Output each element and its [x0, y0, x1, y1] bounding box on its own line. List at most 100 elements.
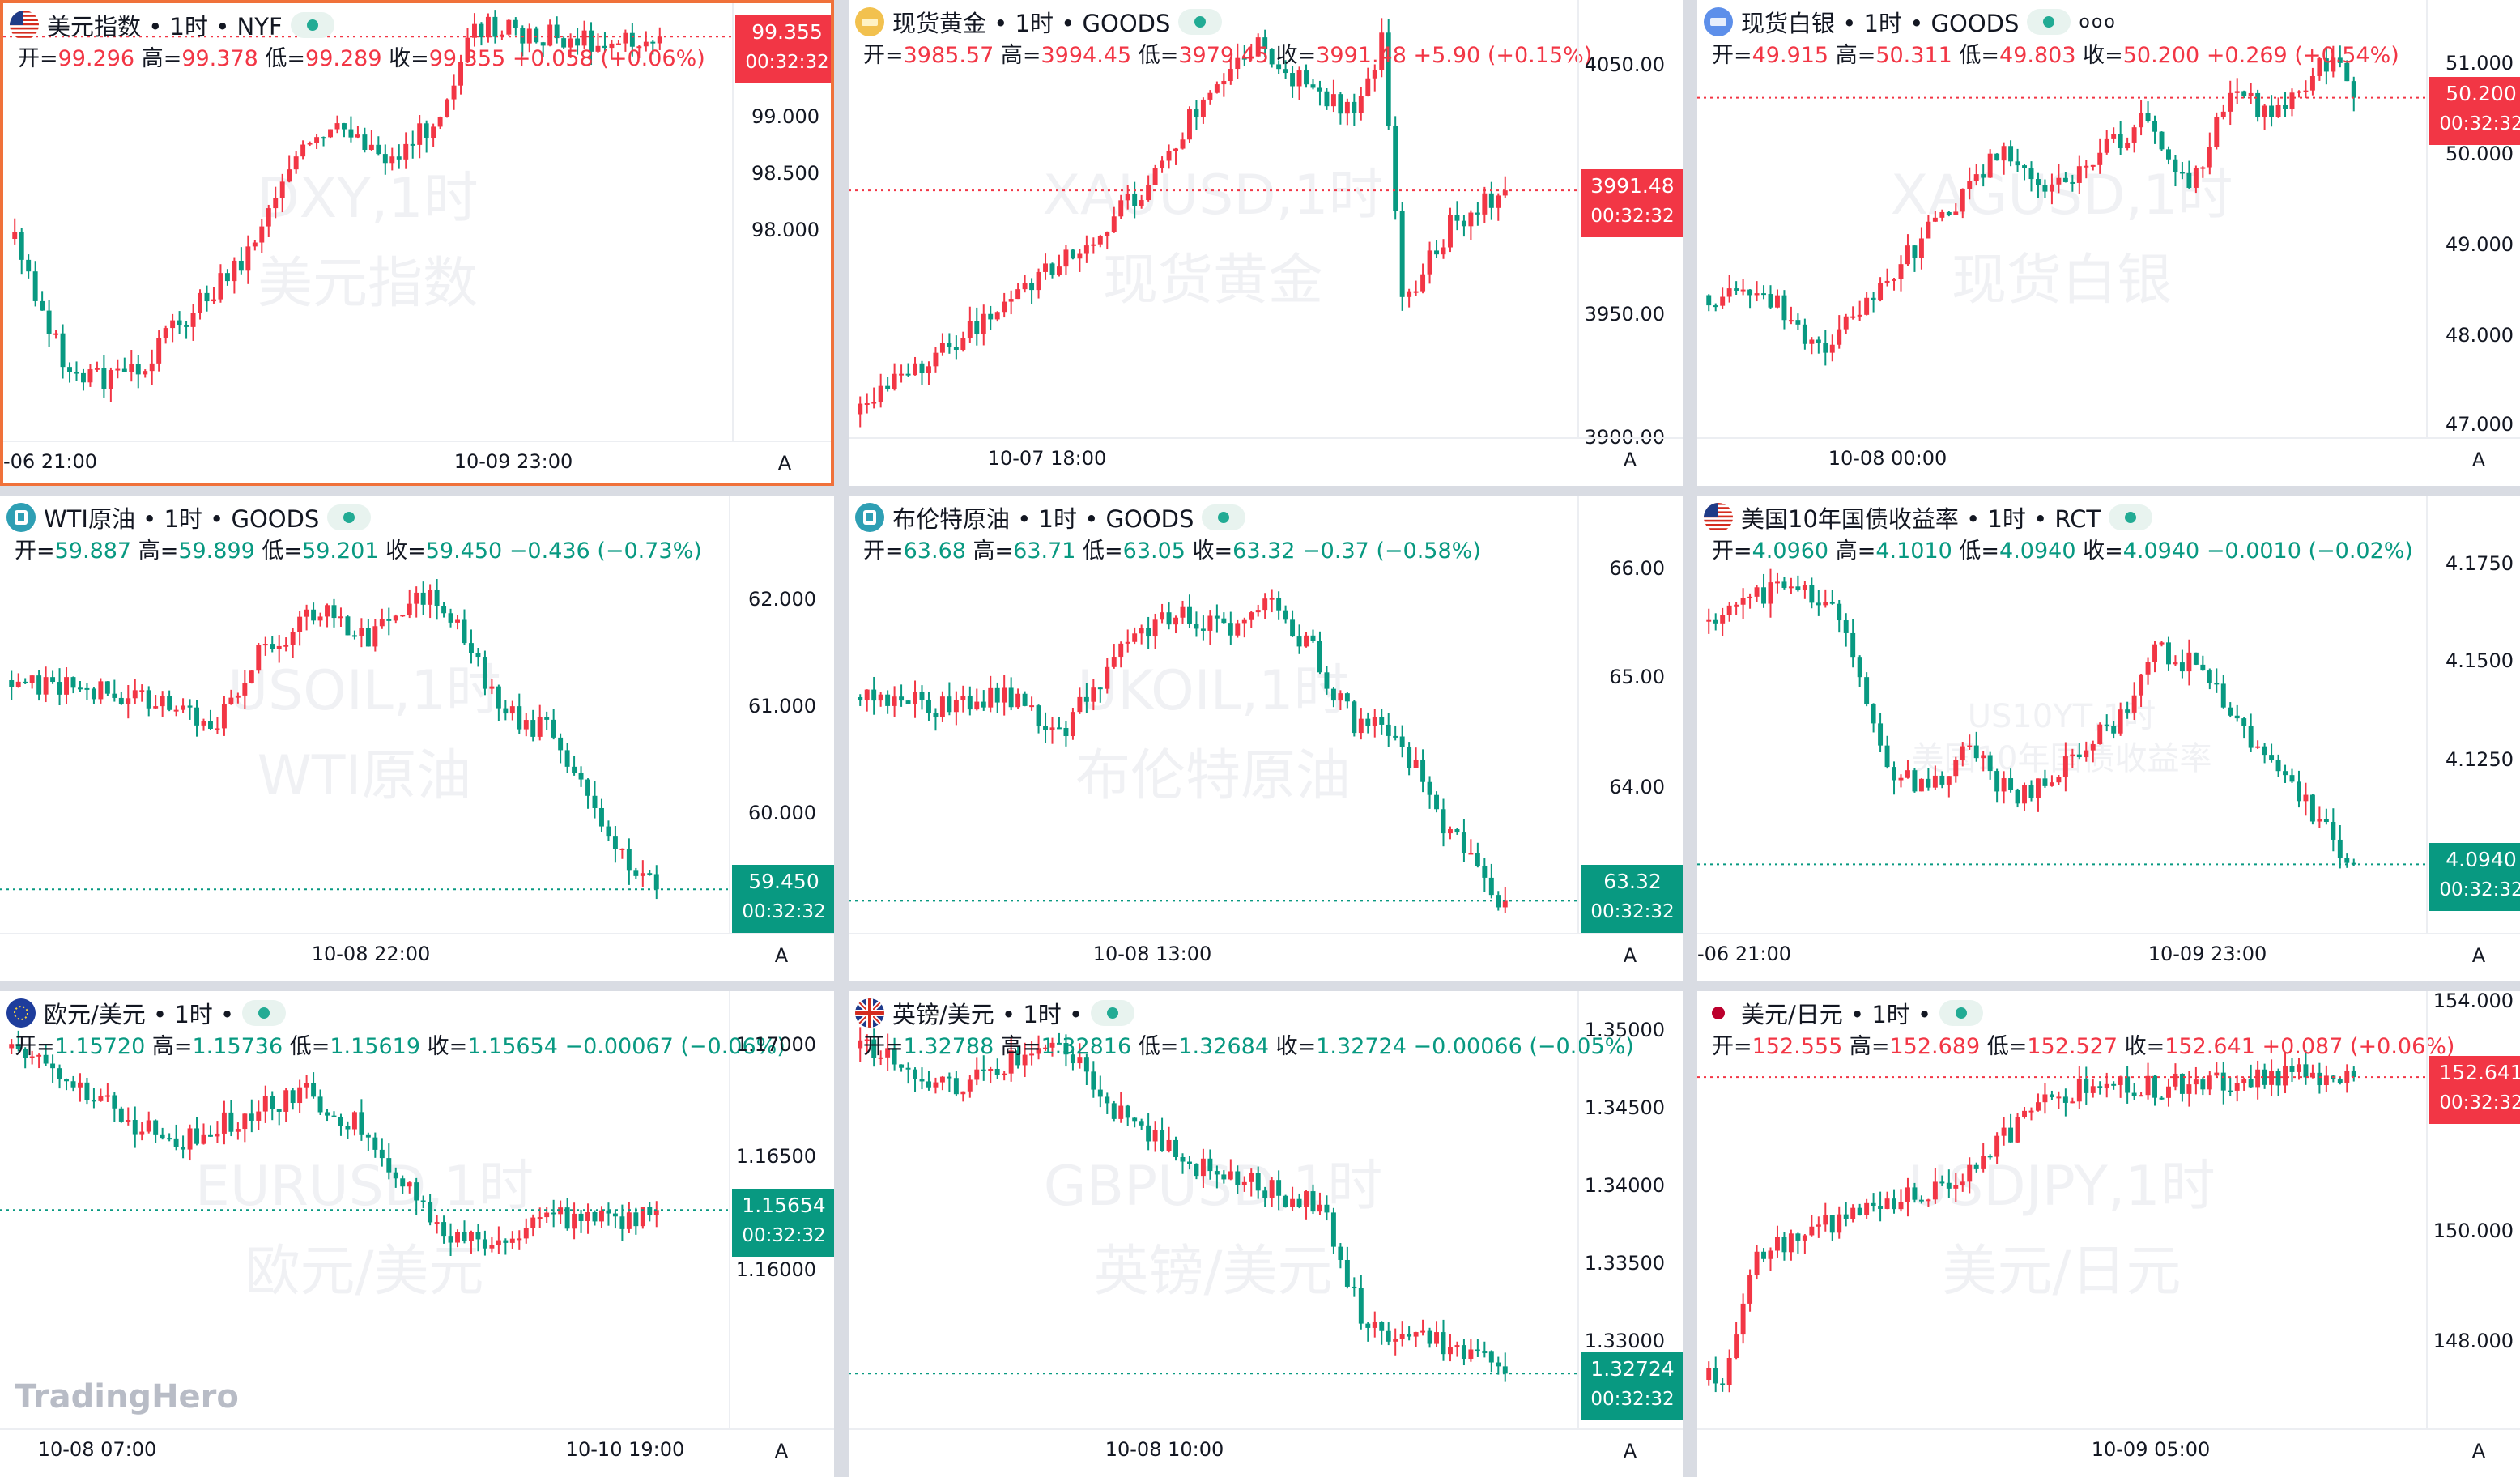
price-axis[interactable]: 66.00 65.00 64.00 63.32 00:32:32 — [1577, 496, 1683, 933]
candle-body — [1761, 293, 1766, 296]
legend-title-row[interactable]: 欧元/美元 • 1时 • — [6, 996, 287, 1030]
price-axis-tick: 50.000 — [2446, 143, 2514, 165]
candle-body — [1304, 635, 1309, 647]
candle-body — [523, 1228, 529, 1239]
candle-body — [1228, 69, 1233, 82]
candle-body — [1981, 1156, 1986, 1169]
time-axis[interactable]: -06 21:00 10-09 23:00 A — [1697, 933, 2520, 981]
legend-title-row[interactable]: 布伦特原油 • 1时 • GOODS — [855, 500, 1246, 534]
more-options-icon[interactable]: ooo — [2079, 11, 2117, 32]
candle-body — [939, 343, 945, 353]
price-axis[interactable]: 1.35000 1.34500 1.34000 1.33500 1.33000 1.327… — [1577, 991, 1683, 1428]
candle-body — [2118, 134, 2123, 149]
time-axis[interactable]: 10-08 07:00 10-10 19:00 A — [0, 1428, 834, 1477]
candle-body — [2228, 707, 2233, 716]
auto-scale-button[interactable]: A — [2471, 449, 2486, 471]
ohlc-label: 收= — [1275, 1034, 1317, 1059]
time-axis[interactable]: 10-08 13:00 A — [849, 933, 1683, 981]
candle-body — [864, 689, 870, 700]
candle-body — [592, 795, 598, 808]
price-axis-tick: 61.000 — [748, 695, 816, 717]
candle-body — [2022, 1110, 2027, 1117]
legend-title-row[interactable]: 美元/日元 • 1时 • — [1704, 996, 1984, 1030]
auto-scale-button[interactable]: A — [774, 1440, 789, 1462]
price-axis-tick: 1.16000 — [735, 1258, 816, 1281]
chart-panel-dxy[interactable]: DXY,1时 美元指数 美元指数 • 1时 • NYF 开=99.296 高=99.3… — [0, 0, 834, 486]
auto-scale-button[interactable]: A — [1623, 449, 1637, 471]
chart-panel-xau[interactable]: XAUUSD,1时 现货黄金 现货黄金 • 1时 • GOODS 开=3985.57 … — [849, 0, 1683, 486]
candle-body — [221, 1112, 227, 1134]
time-axis[interactable]: 10-08 22:00 A — [0, 933, 834, 981]
legend-title-row[interactable]: 现货白银 • 1时 • GOODS ooo — [1704, 5, 2117, 39]
candle-body — [2344, 858, 2350, 863]
candle-body — [2303, 1064, 2309, 1078]
chart-panel-wti[interactable]: USOIL,1时 WTI原油 WTI原油 • 1时 • GOODS 开=59.887 … — [0, 496, 834, 981]
chart-panel-eurusd[interactable]: EURUSD,1时 欧元/美元 欧元/美元 • 1时 • 开=1.15720 高=1.… — [0, 991, 834, 1477]
auto-scale-button[interactable]: A — [2471, 944, 2486, 967]
candle-body — [23, 681, 28, 683]
candle-body — [1015, 289, 1021, 300]
legend-title-row[interactable]: WTI原油 • 1时 • GOODS — [6, 500, 372, 534]
candle-body — [1788, 586, 1794, 589]
candle-body — [1939, 775, 1945, 785]
candle-body — [1152, 619, 1158, 637]
price-axis[interactable]: 62.000 61.000 60.000 59.450 00:32:32 — [729, 496, 834, 933]
time-axis[interactable]: 10-09 05:00 A — [1697, 1428, 2520, 1477]
gold-flag-icon — [855, 7, 884, 36]
chart-panel-us10y[interactable]: US10YT,1时 美国10年国债收益率 美国10年国债收益率 • 1时 • RCT… — [1697, 496, 2520, 981]
auto-scale-button[interactable]: A — [774, 944, 789, 967]
ohlc-value-c: 50.200 — [2122, 43, 2200, 68]
candle-body — [1775, 295, 1780, 308]
candle-body — [1754, 587, 1760, 597]
auto-scale-button[interactable]: A — [1623, 944, 1637, 967]
candle-body — [1249, 56, 1254, 59]
candle-body — [218, 273, 223, 300]
auto-scale-button[interactable]: A — [777, 452, 792, 475]
candle-body — [290, 1090, 296, 1104]
chart-panel-brent[interactable]: UKOIL,1时 布伦特原油 布伦特原油 • 1时 • GOODS 开=63.68 高… — [849, 496, 1683, 981]
price-axis[interactable]: 4050.004000.003950.003900.003991.4800:32… — [1577, 0, 1683, 449]
market-status-dot-icon — [2027, 9, 2071, 35]
candle-body — [36, 675, 42, 695]
candle-body — [1994, 153, 2000, 161]
legend-title-row[interactable]: 美国10年国债收益率 • 1时 • RCT — [1704, 500, 2153, 534]
legend-title-row[interactable]: 现货黄金 • 1时 • GOODS — [855, 5, 1223, 39]
candle-body — [428, 590, 433, 605]
candle-body — [2228, 1090, 2233, 1092]
chart-panel-xag[interactable]: XAGUSD,1时 现货白银 现货白银 • 1时 • GOODS ooo 开=49.91… — [1697, 0, 2520, 486]
price-axis[interactable]: 51.000 50.000 49.000 48.000 47.000 50.200 00:3… — [2426, 0, 2520, 437]
candle-body — [534, 28, 539, 43]
candle-body — [400, 1178, 406, 1187]
chart-panel-usdjpy[interactable]: USDJPY,1时 美元/日元 美元/日元 • 1时 • 开=152.555 高=15… — [1697, 991, 2520, 1477]
chart-panel-gbpusd[interactable]: GBPUSD,1时 英镑/美元 英镑/美元 • 1时 • 开=1.32788 高=1.… — [849, 991, 1683, 1477]
candle-body — [2097, 724, 2103, 745]
ohlc-value-h: 50.311 — [1875, 43, 1952, 68]
candle-body — [2090, 1086, 2096, 1093]
last-price-label: 63.32 00:32:32 — [1581, 865, 1683, 933]
price-axis[interactable]: 154.000 150.000 148.000 152.641 00:32:32 — [2426, 991, 2520, 1428]
candle-body — [2275, 1071, 2281, 1086]
auto-scale-button[interactable]: A — [1623, 1440, 1637, 1462]
candle-body — [1111, 657, 1117, 667]
candle-body — [578, 1213, 584, 1221]
candle-body — [933, 352, 939, 367]
price-axis-tick: 4.1750 — [2446, 552, 2514, 575]
ohlc-label: 低= — [265, 46, 306, 71]
last-price-label: 4.0940 00:32:32 — [2429, 843, 2520, 912]
candle-body — [1407, 1334, 1412, 1337]
candle-body — [2297, 1064, 2301, 1072]
time-axis[interactable]: -06 21:00 10-09 23:00 A — [3, 441, 831, 483]
legend-title-row[interactable]: 美元指数 • 1时 • NYF — [10, 8, 334, 42]
candle-body — [558, 737, 564, 751]
auto-scale-button[interactable]: A — [2471, 1440, 2486, 1462]
price-axis[interactable]: 1.17000 1.16500 1.16000 1.15654 00:32:32 — [729, 991, 834, 1428]
time-axis[interactable]: 10-08 10:00 A — [849, 1428, 1683, 1477]
legend-title-row[interactable]: 英镑/美元 • 1时 • — [855, 996, 1135, 1030]
candle-body — [1352, 701, 1357, 734]
candle-body — [858, 403, 863, 415]
candle-body — [653, 1210, 659, 1215]
time-axis[interactable]: 10-08 00:00 A — [1697, 437, 2520, 486]
time-axis[interactable]: 10-07 18:00 A — [849, 437, 1683, 486]
